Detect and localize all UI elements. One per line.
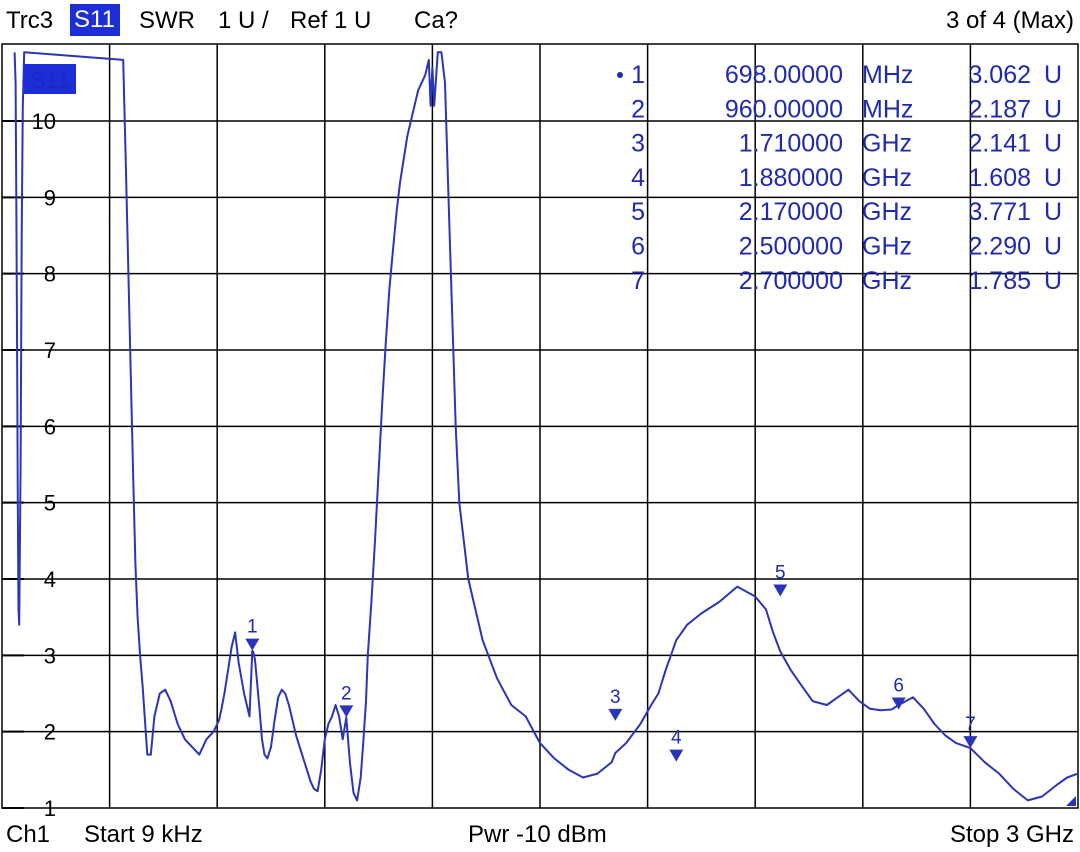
marker-table-value: 3.771 <box>968 198 1031 226</box>
y-tick-label: 10 <box>32 109 56 134</box>
marker-triangle-icon <box>245 638 260 651</box>
sweep-position-icon <box>1066 796 1076 806</box>
calibration-status: Ca? <box>414 7 459 34</box>
marker-table-row[interactable]: 7 2.700000 GHz 1.785 U <box>631 267 1062 295</box>
s11-trace-line <box>13 51 1079 802</box>
marker-table-frequency: 698.00000 <box>725 61 843 89</box>
y-tick-label: 8 <box>44 262 56 287</box>
marker-triangle-icon <box>773 584 788 597</box>
marker-table-row[interactable]: 6 2.500000 GHz 2.290 U <box>631 233 1062 261</box>
trace-header: Trc3 S11 SWR 1 U / Ref 1 U Ca? 3 of 4 (M… <box>0 0 1080 44</box>
measurement-badge[interactable]: S11 <box>70 4 120 36</box>
marker-table-value-unit: U <box>1044 95 1062 123</box>
marker-table-value: 2.187 <box>968 95 1031 123</box>
trace-badge-label[interactable]: S11 <box>30 67 69 93</box>
power-level[interactable]: Pwr -10 dBm <box>468 821 607 848</box>
y-tick-label: 1 <box>44 796 56 821</box>
trace-badge-box <box>24 64 76 94</box>
marker-table-value: 1.608 <box>968 164 1031 192</box>
plot-grid <box>1 43 1079 809</box>
marker-table-value-unit: U <box>1044 61 1062 89</box>
marker-table-value-unit: U <box>1044 233 1062 261</box>
marker-4[interactable]: 4 <box>669 728 684 762</box>
y-tick-label: 4 <box>44 567 56 592</box>
marker-set: 1 2 3 4 5 6 7 <box>245 562 1076 806</box>
marker-5[interactable]: 5 <box>773 562 788 597</box>
trace-count: 3 of 4 (Max) <box>945 7 1074 34</box>
y-tick-label: 2 <box>44 720 56 745</box>
trace-name[interactable]: Trc3 <box>6 7 54 34</box>
marker-number-label: 4 <box>671 728 682 749</box>
marker-table-id: 7 <box>631 267 645 295</box>
marker-table-value-unit: U <box>1044 164 1062 192</box>
marker-table-row[interactable]: 5 2.170000 GHz 3.771 U <box>631 198 1062 226</box>
marker-table-row[interactable]: 1 698.00000 MHz 3.062 U <box>617 61 1062 89</box>
marker-table-frequency: 2.170000 <box>739 198 843 226</box>
marker-1[interactable]: 1 <box>245 617 260 651</box>
marker-table-unit: GHz <box>862 164 912 192</box>
marker-table-id: 2 <box>631 95 645 123</box>
marker-table-value: 3.062 <box>968 61 1031 89</box>
marker-number-label: 2 <box>341 683 352 704</box>
marker-triangle-icon <box>891 697 906 710</box>
marker-table-unit: GHz <box>862 267 912 295</box>
marker-number-label: 5 <box>775 562 786 583</box>
marker-table: 1 698.00000 MHz 3.062 U 2 960.00000 MHz 2.187 U 3 1… <box>617 61 1062 295</box>
marker-table-id: 4 <box>631 164 645 192</box>
y-tick-label: 3 <box>44 643 56 668</box>
marker-6[interactable]: 6 <box>891 676 906 710</box>
marker-table-frequency: 2.500000 <box>739 233 843 261</box>
marker-table-id: 1 <box>631 61 645 89</box>
marker-2[interactable]: 2 <box>339 683 354 718</box>
marker-table-value-unit: U <box>1044 267 1062 295</box>
marker-table-frequency: 2.700000 <box>739 267 843 295</box>
marker-table-value: 2.141 <box>968 130 1031 158</box>
y-axis-tick-labels: 1 2 3 4 5 6 7 8 9 10 <box>2 109 56 821</box>
marker-table-id: 3 <box>631 130 645 158</box>
marker-table-id: 5 <box>631 198 645 226</box>
trace-badge: S11 <box>24 64 76 94</box>
marker-number-label: 3 <box>610 687 621 708</box>
marker-table-unit: GHz <box>862 198 912 226</box>
marker-triangle-icon <box>339 705 354 718</box>
marker-table-unit: MHz <box>862 95 913 123</box>
active-marker-dot-icon <box>617 72 623 78</box>
marker-table-value: 1.785 <box>968 267 1031 295</box>
y-tick-label: 7 <box>44 338 56 363</box>
marker-table-unit: GHz <box>862 233 912 261</box>
marker-table-frequency: 1.880000 <box>739 164 843 192</box>
marker-number-label: 1 <box>247 617 258 638</box>
reference-label[interactable]: Ref 1 U <box>290 7 372 34</box>
marker-number-label: 7 <box>965 714 976 735</box>
marker-triangle-icon <box>963 736 978 749</box>
y-tick-label: 5 <box>44 491 56 516</box>
marker-table-frequency: 960.00000 <box>725 95 843 123</box>
marker-table-row[interactable]: 4 1.880000 GHz 1.608 U <box>631 164 1062 192</box>
marker-table-row[interactable]: 2 960.00000 MHz 2.187 U <box>631 95 1062 123</box>
marker-table-unit: GHz <box>862 130 912 158</box>
format-label[interactable]: SWR <box>139 7 195 34</box>
marker-table-frequency: 1.710000 <box>739 130 843 158</box>
y-tick-label: 9 <box>44 185 56 210</box>
scale-label[interactable]: 1 U / <box>218 7 269 34</box>
marker-triangle-icon <box>608 708 623 721</box>
marker-table-row[interactable]: 3 1.710000 GHz 2.141 U <box>631 130 1062 158</box>
start-frequency[interactable]: Start 9 kHz <box>84 821 203 848</box>
marker-7[interactable]: 7 <box>963 714 978 749</box>
marker-number-label: 6 <box>893 676 904 697</box>
marker-3[interactable]: 3 <box>608 687 623 721</box>
y-tick-label: 6 <box>44 414 56 439</box>
marker-table-id: 6 <box>631 233 645 261</box>
marker-triangle-icon <box>669 749 684 762</box>
marker-table-value-unit: U <box>1044 198 1062 226</box>
marker-table-unit: MHz <box>862 61 913 89</box>
stop-frequency[interactable]: Stop 3 GHz <box>949 821 1074 848</box>
marker-table-value-unit: U <box>1044 130 1062 158</box>
channel-footer: Ch1 Start 9 kHz Pwr -10 dBm Stop 3 GHz <box>0 814 1080 852</box>
channel-label[interactable]: Ch1 <box>6 821 51 848</box>
marker-table-value: 2.290 <box>968 233 1031 261</box>
